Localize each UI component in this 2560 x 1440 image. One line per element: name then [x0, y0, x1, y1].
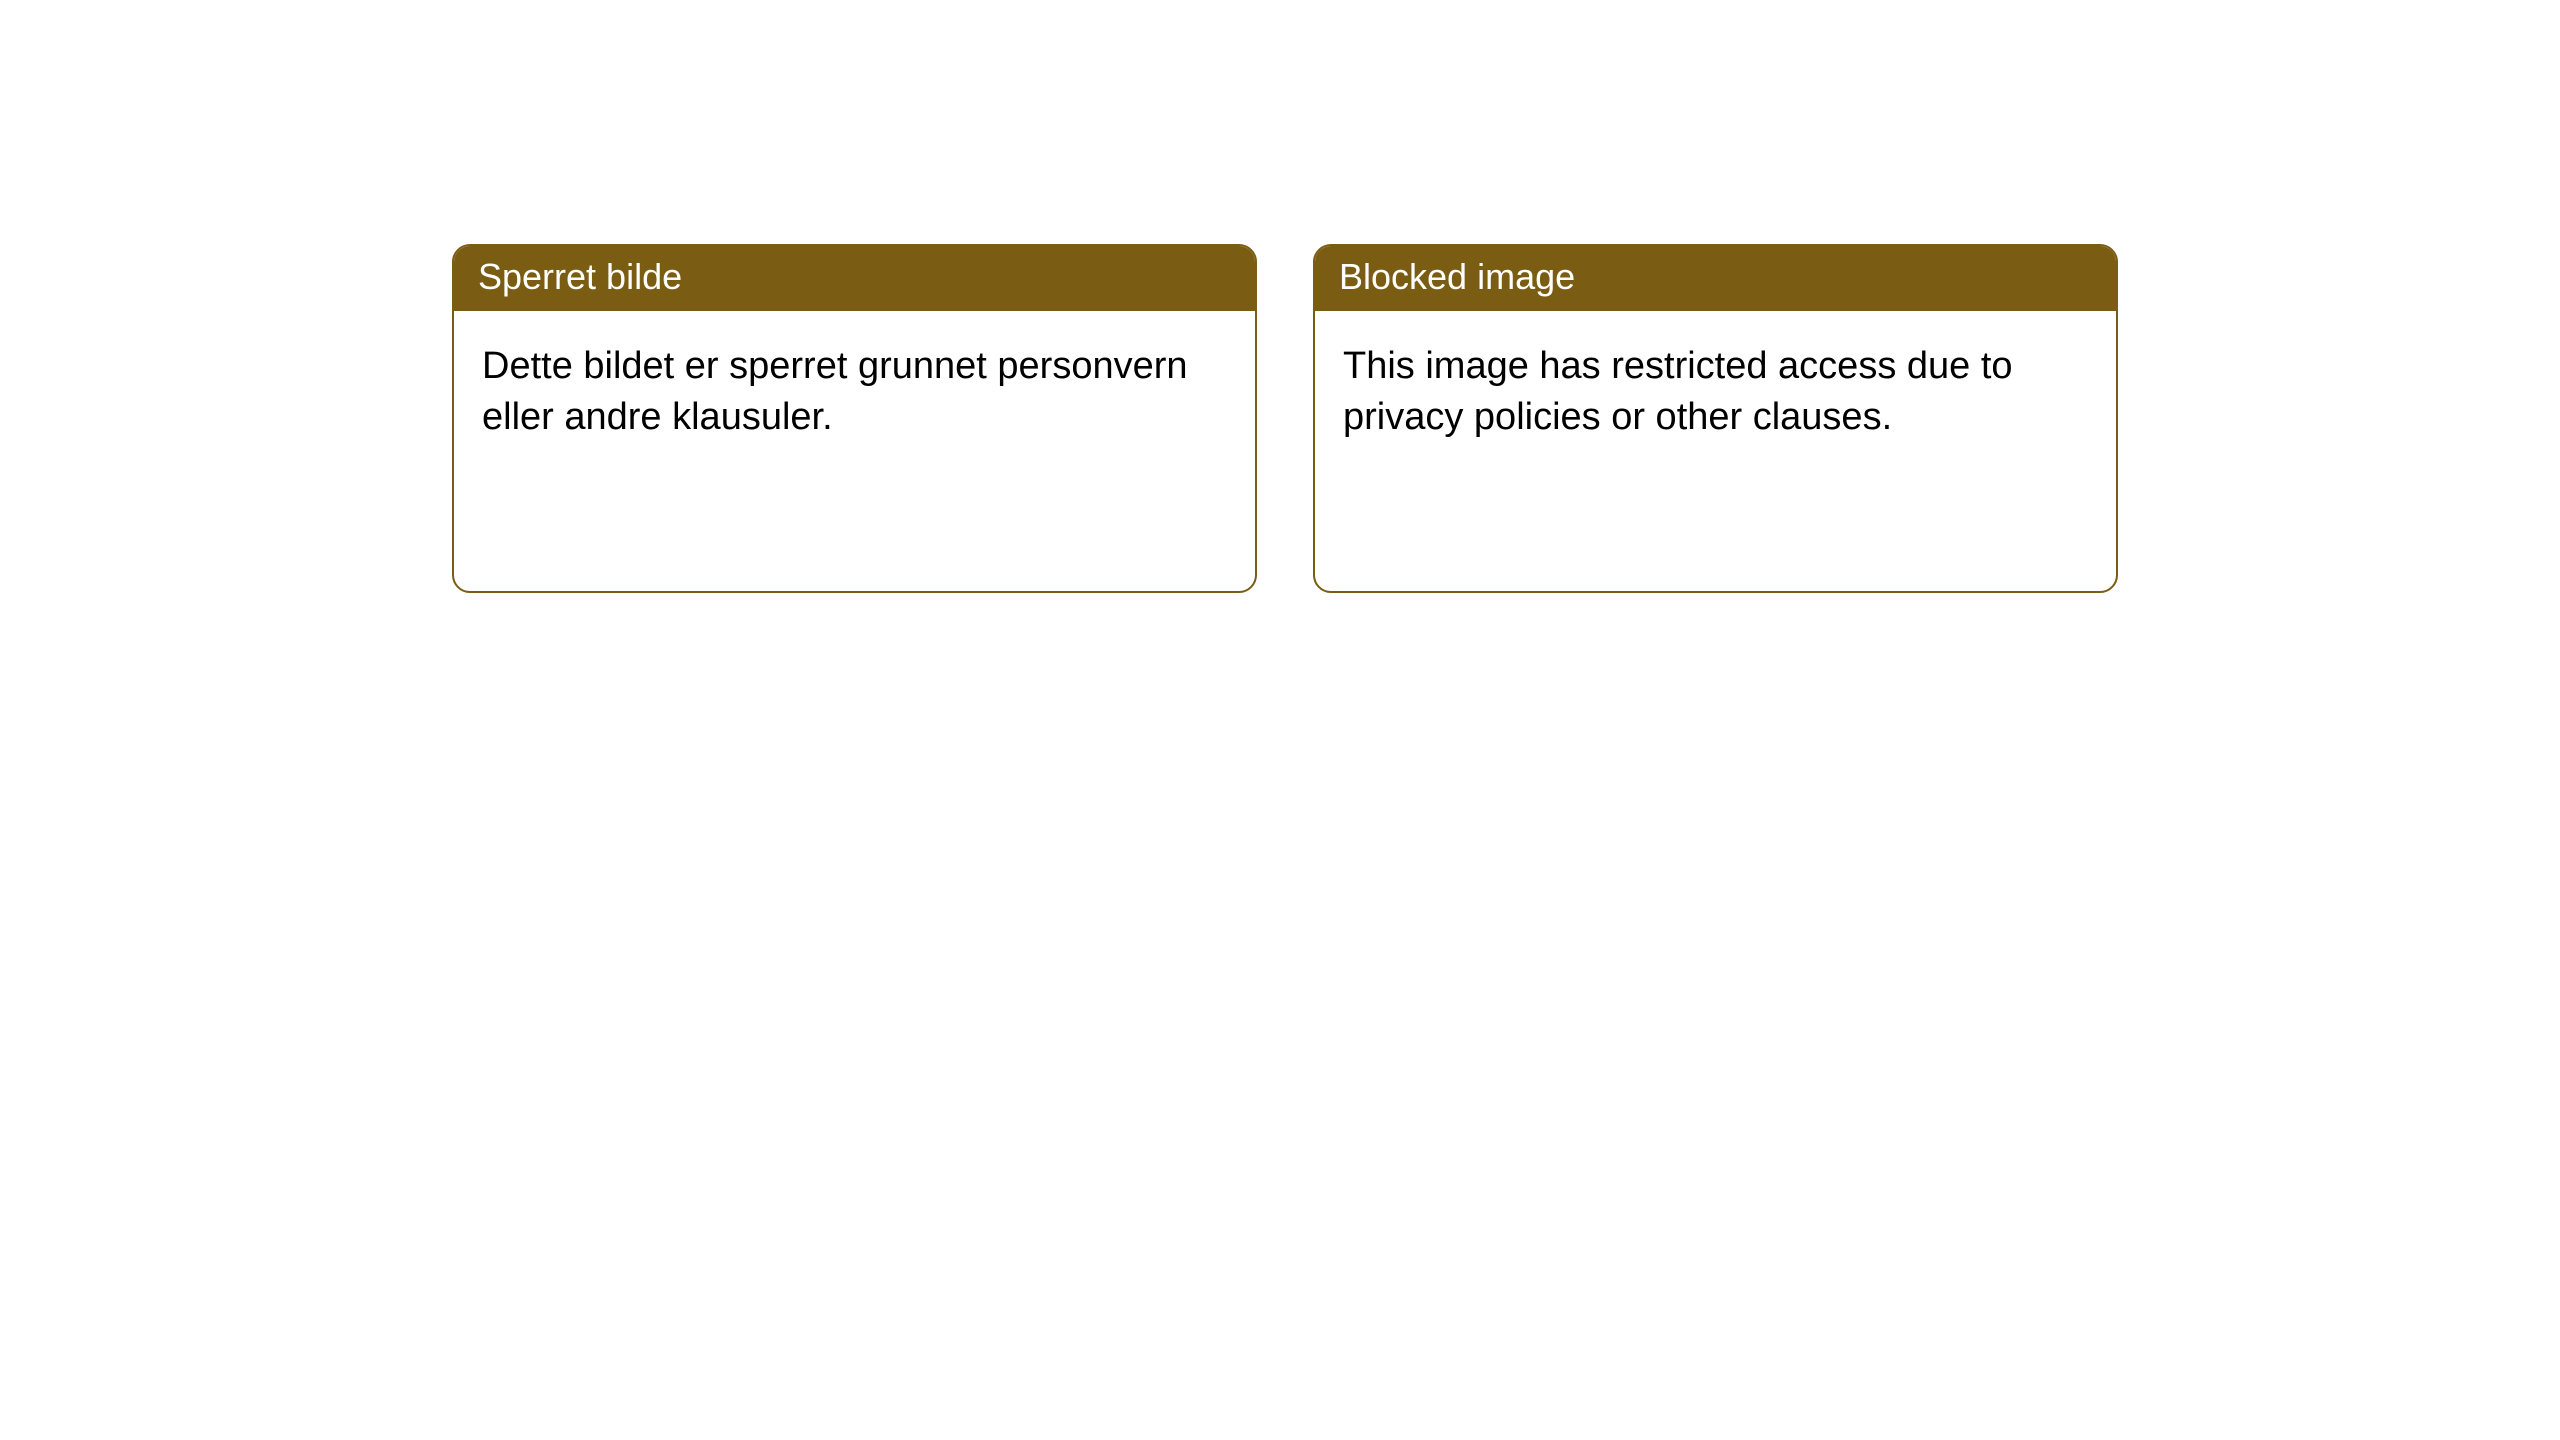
notice-body: This image has restricted access due to … [1315, 311, 2116, 591]
notice-container: Sperret bilde Dette bildet er sperret gr… [0, 0, 2560, 593]
notice-card-norwegian: Sperret bilde Dette bildet er sperret gr… [452, 244, 1257, 593]
notice-header: Blocked image [1315, 246, 2116, 311]
notice-header: Sperret bilde [454, 246, 1255, 311]
notice-body: Dette bildet er sperret grunnet personve… [454, 311, 1255, 591]
notice-card-english: Blocked image This image has restricted … [1313, 244, 2118, 593]
